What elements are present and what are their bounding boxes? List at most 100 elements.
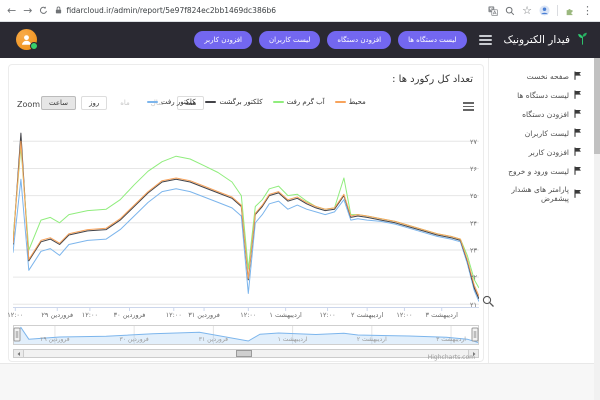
browser-menu-icon[interactable]: ⋮: [582, 4, 593, 17]
sidebar-item-3[interactable]: لیست کاربران: [489, 124, 594, 143]
star-icon[interactable]: ☆: [522, 4, 532, 17]
sidebar-item-1[interactable]: لیست دستگاه ها: [489, 86, 594, 105]
legend-label: آب گرم رفت: [286, 98, 325, 106]
navigator-right-handle[interactable]: [471, 327, 479, 342]
navigator-label: اردیبهشت ۳: [436, 336, 466, 343]
scrollbar-right-button[interactable]: [468, 350, 478, 357]
app-header: فیدار الکترونیک لیست دستگاه ها افزودن دست…: [0, 22, 600, 58]
brand[interactable]: فیدار الکترونیک: [504, 31, 590, 49]
flag-icon: [574, 189, 582, 200]
highcharts-credit[interactable]: Highcharts.com: [427, 354, 475, 361]
legend-item-3[interactable]: محیط: [334, 98, 366, 106]
flag-icon: [574, 128, 582, 139]
range-button-4[interactable]: همه: [176, 96, 205, 110]
range-button-0[interactable]: ساعت: [41, 96, 77, 110]
chart-legend: محیط آب گرم رفت کلکتور برگشت کلکتور رفت: [147, 98, 366, 106]
legend-item-1[interactable]: کلکتور برگشت: [205, 98, 263, 106]
header-button-3[interactable]: افزودن کاربر: [194, 31, 252, 49]
flag-icon: [574, 166, 582, 177]
toolbar-divider: [557, 5, 558, 16]
legend-label: کلکتور رفت: [161, 98, 196, 106]
y-axis-label: ۲۶: [470, 165, 477, 173]
reload-icon[interactable]: [39, 6, 48, 15]
navigator[interactable]: فروردین ۲۹ فروردین ۳۰ فروردین ۳۱ اردیبهشت ۱…: [12, 325, 480, 347]
browser-toolbar: ← → fidarcloud.ir/admin/report/5e97f824e…: [0, 0, 600, 22]
chart-menu-icon[interactable]: [463, 102, 474, 111]
profile-icon[interactable]: [539, 5, 550, 16]
x-axis-label: فروردین ۲۹: [41, 311, 74, 319]
sidebar-item-4[interactable]: افزودن کاربر: [489, 143, 594, 162]
reset-zoom-icon[interactable]: [482, 293, 495, 312]
sidebar-item-0[interactable]: صفحه نخست: [489, 67, 594, 86]
page-footer-strip: [0, 363, 594, 400]
sidebar-item-label: افزودن کاربر: [528, 148, 569, 157]
sidebar-item-6[interactable]: پارامتر های هشدار پیشفرض: [489, 181, 594, 207]
chart-scrollbar[interactable]: [13, 349, 479, 358]
header-button-1[interactable]: افزودن دستگاه: [327, 31, 392, 49]
sidebar-item-2[interactable]: افزودن دستگاه: [489, 105, 594, 124]
chart-card: تعداد کل رکورد ها : Zoom ساعتروزماهسالهم…: [7, 64, 484, 362]
flag-icon: [574, 71, 582, 82]
address-bar[interactable]: fidarcloud.ir/admin/report/5e97f824ec2bb…: [55, 6, 481, 16]
sidebar-item-label: لیست کاربران: [524, 129, 569, 138]
legend-marker: [205, 101, 217, 103]
online-status-dot: [30, 42, 38, 50]
series-line-1[interactable]: [12, 132, 480, 300]
legend-item-0[interactable]: کلکتور رفت: [147, 98, 195, 106]
x-axis-label: ۱۲:۰۰: [396, 311, 413, 319]
header-button-2[interactable]: لیست کاربران: [259, 31, 321, 49]
flag-icon: [574, 90, 582, 101]
translate-icon[interactable]: [488, 5, 499, 16]
flag-icon: [574, 109, 582, 120]
navigator-label: فروردین ۲۹: [40, 336, 70, 343]
search-icon[interactable]: [505, 6, 515, 16]
plot-area[interactable]: ۲۷ ۲۶ ۲۵ ۲۴ ۲۳ ۲۲ ۲۱: [12, 125, 480, 315]
forward-icon[interactable]: →: [23, 4, 33, 17]
page-scrollbar-thumb[interactable]: [594, 46, 600, 154]
menu-icon[interactable]: [478, 35, 492, 45]
x-axis-label: فروردین ۳۰: [113, 311, 146, 319]
header-button-0[interactable]: لیست دستگاه ها: [398, 31, 467, 49]
series-line-0[interactable]: [12, 178, 480, 302]
chart-title: تعداد کل رکورد ها :: [392, 74, 473, 85]
scrollbar-thumb[interactable]: [236, 350, 252, 357]
sidebar-item-label: لیست دستگاه ها: [517, 91, 569, 100]
avatar[interactable]: [16, 29, 38, 50]
navigator-label: فروردین ۳۱: [198, 336, 228, 343]
url-text: fidarcloud.ir/admin/report/5e97f824ec2bb…: [66, 6, 277, 15]
y-axis-label: ۲۴: [470, 219, 477, 227]
legend-label: محیط: [348, 98, 366, 106]
page-scrollbar[interactable]: ▲: [594, 22, 600, 400]
sidebar-item-label: افزودن دستگاه: [522, 110, 569, 119]
x-axis-label: فروردین ۳۱: [188, 311, 220, 319]
user-icon: [22, 35, 31, 45]
scrollbar-left-button[interactable]: [14, 350, 24, 357]
back-icon[interactable]: ←: [7, 4, 17, 17]
range-button-2: ماه: [112, 96, 138, 110]
legend-marker: [334, 101, 346, 103]
header-nav: لیست دستگاه ها افزودن دستگاه لیست کاربران ا…: [194, 31, 467, 49]
brand-name: فیدار الکترونیک: [503, 34, 570, 46]
range-button-1[interactable]: روز: [81, 96, 108, 110]
legend-item-2[interactable]: آب گرم رفت: [272, 98, 325, 106]
x-axis-label: اردیبهشت ۲: [350, 311, 384, 319]
extension-icon[interactable]: [565, 6, 575, 16]
navigator-label: اردیبهشت ۱: [277, 336, 308, 343]
series-line-3[interactable]: [12, 140, 480, 297]
zoom-label: Zoom: [17, 100, 41, 109]
navigator-label: اردیبهشت ۲: [356, 336, 387, 343]
y-axis-label: ۲۷: [470, 138, 477, 146]
sidebar-item-label: پارامتر های هشدار پیشفرض: [511, 185, 569, 203]
x-axis-label: اردیبهشت ۱: [269, 311, 302, 319]
navigator-label: فروردین ۳۰: [119, 336, 149, 343]
navigator-left-handle[interactable]: [13, 327, 21, 342]
x-axis-label: اردیبهشت ۳: [425, 311, 458, 319]
y-axis-label: ۲۵: [470, 192, 477, 200]
x-axis-labels: ۱۲:۰۰ فروردین ۲۹ ۱۲:۰۰ فروردین ۳۰ ۱۲:۰۰ فرورد…: [7, 311, 479, 321]
y-axis-label: ۲۲: [470, 274, 477, 282]
x-axis-label: ۱۲:۰۰: [165, 311, 182, 319]
sidebar-item-5[interactable]: لیست ورود و خروج: [489, 162, 594, 181]
logo-icon: [575, 31, 590, 49]
x-axis-label: ۱۲:۰۰: [7, 311, 24, 319]
